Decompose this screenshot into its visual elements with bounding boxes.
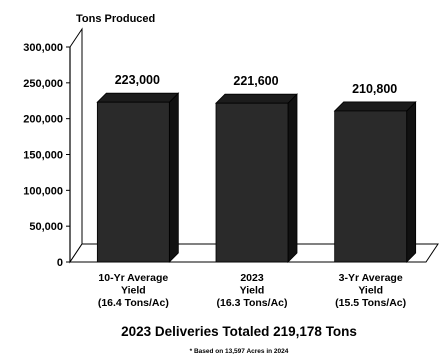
bar-top: [333, 101, 417, 112]
footnote: * Based on 13,597 Acres in 2024: [190, 348, 289, 355]
bar-top: [96, 92, 180, 103]
bar: [333, 100, 417, 263]
y-tick-label: 100,000: [23, 185, 63, 197]
y-tick-label: 0: [57, 257, 63, 269]
side-wall: [69, 27, 83, 264]
x-category-label: 10-Yr Average Yield (16.4 Tons/Ac): [98, 272, 169, 309]
bar-front: [96, 101, 170, 263]
bar-front: [334, 110, 408, 263]
x-category-label: 2023 Yield (16.3 Tons/Ac): [217, 272, 288, 309]
y-tick-label: 50,000: [29, 221, 63, 233]
bars: 223,000 221,600 210,800: [96, 73, 417, 263]
y-tick-label: 200,000: [23, 114, 63, 126]
y-axis: 0 50,000 100,000 150,000 200,000 250,000 300,0…: [23, 42, 71, 269]
bar-front: [215, 102, 289, 263]
y-tick-label: 250,000: [23, 78, 63, 90]
y-tick-label: 300,000: [23, 42, 63, 54]
bar-side: [168, 92, 179, 263]
bar-side: [406, 100, 417, 263]
chart-title: 2023 Deliveries Totaled 219,178 Tons: [121, 324, 357, 339]
data-label: 221,600: [233, 74, 278, 88]
y-axis-label: Tons Produced: [76, 13, 155, 25]
x-category-label: 3-Yr Average Yield (15.5 Tons/Ac): [335, 272, 406, 309]
bar: [215, 93, 298, 263]
y-tick-label: 150,000: [23, 150, 63, 162]
x-axis-categories: 10-Yr Average Yield (16.4 Tons/Ac) 2023 Yiel…: [98, 272, 406, 309]
bar: [96, 92, 180, 263]
bar-top: [215, 93, 298, 104]
data-label: 223,000: [115, 73, 160, 87]
bar-side: [287, 93, 298, 263]
data-label: 210,800: [352, 82, 397, 96]
